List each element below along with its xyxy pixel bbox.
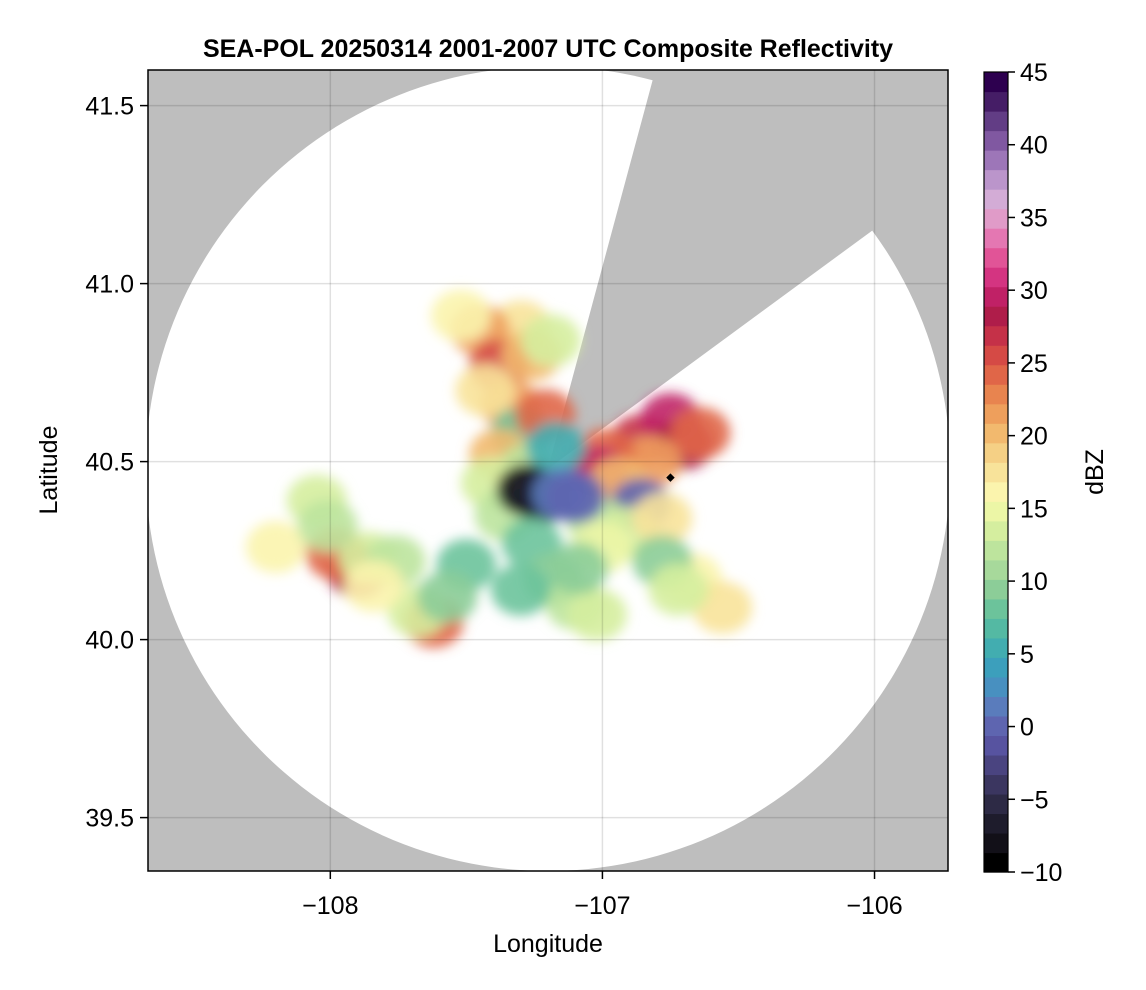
y-tick-label: 41.5 (85, 93, 134, 121)
colorbar-ticks: −10 −5 0 5 10 15 20 25 30 35 40 45 (1008, 59, 1062, 887)
colorbar-swatch (984, 832, 1008, 854)
echo-cell (417, 570, 478, 623)
y-axis-label: Latitude (35, 426, 63, 515)
colorbar (984, 72, 1008, 873)
colorbar-swatch (984, 715, 1008, 737)
colorbar-swatch (984, 228, 1008, 249)
colorbar-swatch (984, 657, 1008, 678)
colorbar-swatch (984, 481, 1008, 502)
colorbar-swatch (984, 384, 1008, 405)
colorbar-tick-label: 25 (1020, 350, 1048, 378)
colorbar-swatch (984, 72, 1008, 93)
colorbar-swatch (984, 286, 1008, 307)
colorbar-swatch (984, 111, 1008, 132)
colorbar-swatch (984, 306, 1008, 327)
colorbar-swatch (984, 150, 1008, 171)
echo-cell (545, 471, 606, 524)
colorbar-swatch (984, 403, 1008, 424)
colorbar-swatch (984, 130, 1008, 151)
echo-cell (490, 563, 551, 616)
echo-cell (648, 563, 709, 616)
colorbar-label: dBZ (1081, 449, 1109, 495)
echo-cell (566, 588, 627, 641)
colorbar-swatch (984, 598, 1008, 619)
echo-cell (670, 407, 731, 460)
colorbar-swatch (984, 754, 1008, 776)
colorbar-swatch (984, 520, 1008, 541)
colorbar-tick-label: 20 (1020, 423, 1048, 451)
colorbar-swatch (984, 637, 1008, 658)
colorbar-tick-label: −10 (1020, 859, 1062, 887)
echo-cell (455, 364, 516, 417)
y-axis-ticks: 39.5 40.0 40.5 41.0 41.5 (85, 93, 148, 833)
colorbar-swatch (984, 774, 1008, 795)
colorbar-frame (983, 71, 1009, 873)
chart-title: SEA-POL 20250314 2001-2007 UTC Composite… (203, 35, 893, 63)
colorbar-tick-label: 10 (1020, 568, 1048, 596)
colorbar-swatch (984, 579, 1008, 600)
y-tick-label: 40.0 (85, 627, 134, 655)
colorbar-tick-label: 40 (1020, 132, 1048, 160)
reflectivity-echoes (245, 289, 753, 648)
colorbar-tick-label: 30 (1020, 277, 1048, 305)
colorbar-swatch (984, 423, 1008, 444)
echo-cell (430, 289, 491, 342)
echo-cell (520, 314, 581, 367)
colorbar-swatch (984, 813, 1008, 834)
gridlines (148, 70, 948, 871)
colorbar-tick-label: 0 (1020, 714, 1034, 742)
colorbar-swatch (984, 501, 1008, 522)
colorbar-swatch (984, 442, 1008, 463)
y-tick-label: 40.5 (85, 449, 134, 477)
echo-cell (547, 542, 608, 595)
colorbar-swatch (984, 559, 1008, 580)
plot-area (148, 70, 948, 871)
colorbar-swatch (984, 208, 1008, 229)
x-tick-label: −106 (846, 892, 902, 920)
x-tick-label: −107 (574, 892, 630, 920)
y-tick-label: 39.5 (85, 805, 134, 833)
echo-cell (343, 560, 404, 613)
colorbar-tick-label: 35 (1020, 204, 1048, 232)
colorbar-swatch (984, 540, 1008, 561)
colorbar-swatch (984, 267, 1008, 288)
colorbar-swatch (984, 696, 1008, 717)
echo-cell (245, 521, 306, 574)
echo-cell (297, 499, 358, 552)
colorbar-swatch (984, 189, 1008, 210)
x-axis-ticks: −108 −107 −106 (302, 871, 903, 920)
colorbar-swatch (984, 247, 1008, 268)
colorbar-swatch (984, 325, 1008, 346)
echo-cell (526, 421, 587, 474)
colorbar-swatch (984, 735, 1008, 756)
colorbar-swatch (984, 345, 1008, 366)
colorbar-tick-label: 5 (1020, 641, 1034, 669)
colorbar-swatch (984, 852, 1008, 873)
y-tick-label: 41.0 (85, 271, 134, 299)
site-marker (666, 473, 675, 482)
x-axis-label: Longitude (493, 930, 603, 958)
colorbar-swatch (984, 676, 1008, 697)
colorbar-swatch (984, 462, 1008, 483)
colorbar-tick-label: −5 (1020, 786, 1049, 814)
colorbar-swatch (984, 793, 1008, 815)
colorbar-tick-label: 45 (1020, 59, 1048, 87)
colorbar-swatch (984, 169, 1008, 190)
plot-frame (147, 69, 949, 872)
colorbar-swatch (984, 91, 1008, 112)
echo-cell (632, 492, 693, 545)
colorbar-swatch (984, 618, 1008, 639)
colorbar-swatch (984, 364, 1008, 385)
x-tick-label: −108 (302, 892, 358, 920)
colorbar-tick-label: 15 (1020, 495, 1048, 523)
